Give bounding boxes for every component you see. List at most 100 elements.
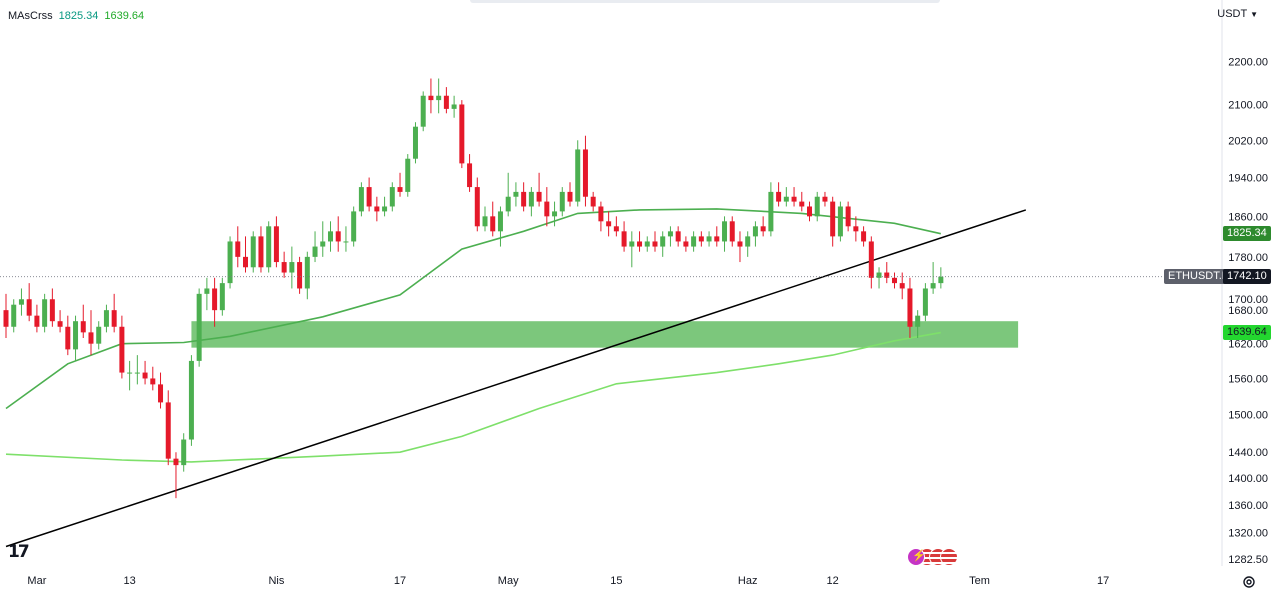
candle-down [621, 221, 627, 252]
price-tick-label: 1360.00 [1228, 500, 1268, 512]
indicator-name: MAsCrss [8, 10, 53, 22]
time-tick-label: Nis [268, 575, 284, 587]
candle-body [590, 196, 596, 207]
candle-up [513, 182, 519, 207]
candle-up [420, 91, 426, 132]
candle-down [165, 390, 171, 466]
candle-down [861, 226, 867, 247]
price-tick-label: 1940.00 [1228, 173, 1268, 185]
top-handle[interactable] [470, 0, 940, 3]
candle-body [544, 201, 550, 217]
candle-body [938, 276, 944, 284]
candle-up [552, 201, 558, 227]
candle-up [196, 288, 202, 367]
candle-body [922, 288, 928, 316]
candle-body [366, 187, 372, 207]
price-axis[interactable]: 2200.00 2100.00 2020.00 1940.00 1860.00 1780.… [1228, 57, 1268, 566]
candle-down [243, 236, 249, 273]
candle-body [606, 221, 612, 227]
time-tick-label: 13 [123, 575, 135, 587]
candle-up [358, 182, 364, 217]
candle-body [783, 196, 789, 202]
candle-body [57, 321, 63, 327]
candle-body [88, 332, 94, 344]
candle-body [629, 241, 635, 247]
candle-up [351, 206, 357, 247]
candle-body [412, 126, 418, 159]
candle-down [119, 315, 125, 379]
candle-down [791, 187, 797, 207]
indicator-legend[interactable]: MAsCrss 1825.34 1639.64 [8, 10, 144, 22]
candle-body [289, 262, 295, 273]
candle-body [34, 315, 40, 327]
time-tick-label: 15 [610, 575, 622, 587]
candle-up [18, 288, 24, 316]
candle-down [606, 211, 612, 237]
candle-down [65, 315, 71, 356]
candle-body [212, 288, 218, 311]
candle-up [722, 216, 728, 252]
candle-down [799, 191, 805, 212]
candle-body [335, 231, 341, 242]
candle-body [714, 236, 720, 242]
candle-body [227, 241, 233, 284]
candle-body [80, 321, 86, 333]
candle-body [358, 187, 364, 212]
candle-down [652, 231, 658, 252]
candle-body [567, 191, 573, 202]
candle-body [304, 256, 310, 289]
candle-body [173, 458, 179, 466]
candle-up [559, 187, 565, 217]
price-tick-label: 1860.00 [1228, 211, 1268, 223]
lightning-icon[interactable]: ⚡ [907, 548, 926, 566]
candle-body [443, 95, 449, 109]
candle-down [273, 216, 279, 268]
time-axis[interactable]: Mar 13 Nis 17 May 15 Haz 12 Tem 17 [27, 575, 1109, 587]
candle-down [845, 201, 851, 232]
candle-body [675, 231, 681, 242]
candle-body [807, 206, 813, 217]
candle-body [899, 283, 905, 289]
candle-body [667, 231, 673, 237]
candle-up [930, 262, 936, 294]
candle-up [320, 221, 326, 257]
candle-body [188, 360, 194, 440]
time-tick-label: 17 [1097, 575, 1109, 587]
candle-body [505, 196, 511, 212]
symbol-tag: ETHUSDT.P [1164, 269, 1234, 285]
candle-body [621, 231, 627, 247]
candle-down [675, 226, 681, 247]
candle-body [876, 272, 882, 278]
gear-icon[interactable] [1242, 575, 1256, 589]
candle-body [158, 384, 164, 403]
candle-body [497, 211, 503, 232]
candle-body [165, 402, 171, 459]
candle-body [258, 236, 264, 268]
candle-up [837, 201, 843, 242]
candle-down [258, 226, 264, 273]
candle-up [405, 154, 411, 197]
tradingview-logo[interactable]: 17 [8, 542, 30, 562]
time-tick-label: 12 [827, 575, 839, 587]
moving-averages [5, 208, 941, 463]
candle-body [861, 231, 867, 242]
candle-down [637, 231, 643, 252]
candle-up [768, 182, 774, 237]
candle-down [698, 231, 704, 247]
events-markers[interactable]: ⚡ [907, 548, 958, 566]
candle-down [3, 293, 9, 339]
candle-body [3, 310, 9, 327]
price-tick-label: 1400.00 [1228, 473, 1268, 485]
candle-body [930, 283, 936, 289]
us-flag-icon[interactable] [940, 548, 958, 566]
candle-body [297, 262, 303, 289]
candle-down [807, 201, 813, 222]
candle-up [667, 226, 673, 247]
candle-up [783, 187, 789, 207]
candle-body [65, 326, 71, 350]
price-tick-label: 1320.00 [1228, 527, 1268, 539]
candle-down [490, 201, 496, 237]
candle-down [235, 226, 241, 268]
currency-selector[interactable]: USDT ▼ [1217, 8, 1258, 20]
